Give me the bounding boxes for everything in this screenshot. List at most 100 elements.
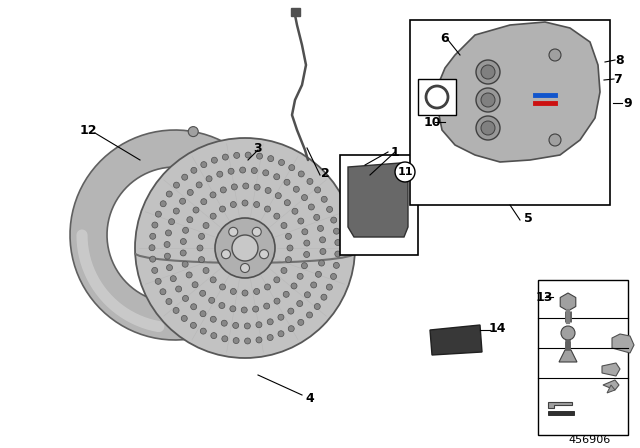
Circle shape [220,187,227,193]
Circle shape [191,167,197,173]
Circle shape [264,206,271,212]
Polygon shape [348,163,408,237]
Circle shape [170,276,176,282]
Circle shape [192,282,198,288]
Circle shape [476,116,500,140]
Circle shape [233,338,239,344]
Circle shape [230,202,236,207]
Circle shape [321,294,327,300]
Circle shape [476,88,500,112]
Circle shape [285,233,291,239]
Circle shape [333,263,339,268]
Circle shape [230,306,236,312]
Circle shape [254,184,260,190]
Circle shape [168,219,175,225]
Polygon shape [70,130,274,340]
Bar [418,79,456,115]
Circle shape [549,49,561,61]
Circle shape [135,138,355,358]
Circle shape [203,267,209,273]
Circle shape [253,202,260,207]
Circle shape [221,250,230,258]
Polygon shape [602,363,620,376]
Circle shape [175,286,182,292]
Circle shape [150,256,156,262]
Circle shape [210,277,216,283]
Polygon shape [430,93,482,123]
Circle shape [231,184,237,190]
Text: 12: 12 [79,124,97,137]
Circle shape [549,134,561,146]
Circle shape [217,171,223,177]
Circle shape [278,314,284,320]
Circle shape [222,154,228,160]
Circle shape [221,320,227,326]
Circle shape [284,179,290,185]
Circle shape [173,182,179,188]
Circle shape [149,245,155,251]
Circle shape [263,170,269,176]
Circle shape [186,272,192,278]
Circle shape [152,222,158,228]
Circle shape [182,174,188,180]
Circle shape [193,207,199,213]
Circle shape [307,178,313,185]
Circle shape [317,225,323,231]
Circle shape [319,237,326,243]
Circle shape [314,304,320,310]
Circle shape [180,250,186,256]
Circle shape [264,284,271,290]
Circle shape [164,241,170,247]
Circle shape [166,298,172,305]
Polygon shape [548,402,572,408]
Circle shape [243,183,249,189]
Text: 11: 11 [397,167,413,177]
Circle shape [201,162,207,168]
Circle shape [206,176,212,182]
Text: 8: 8 [616,53,624,66]
Text: 4: 4 [306,392,314,405]
Circle shape [297,273,303,279]
Circle shape [230,289,236,294]
Text: 7: 7 [614,73,622,86]
Polygon shape [607,385,615,393]
Circle shape [252,227,261,236]
Circle shape [285,257,291,263]
Circle shape [200,328,206,334]
Circle shape [275,193,282,199]
Circle shape [222,336,228,342]
Circle shape [293,186,300,192]
Circle shape [305,292,310,298]
Circle shape [191,304,196,310]
Circle shape [253,306,259,312]
Circle shape [426,86,448,108]
Circle shape [201,198,207,205]
Circle shape [220,206,225,212]
Circle shape [292,208,298,214]
Circle shape [164,253,170,259]
Circle shape [209,297,214,303]
Circle shape [481,121,495,135]
Circle shape [156,211,161,217]
Text: 2: 2 [321,167,330,180]
Bar [548,411,574,415]
Circle shape [242,200,248,206]
Circle shape [241,263,250,272]
Circle shape [301,263,307,269]
Circle shape [160,201,166,207]
Circle shape [232,235,258,261]
Circle shape [210,213,216,219]
Circle shape [291,283,297,289]
Circle shape [314,214,320,220]
Circle shape [211,316,216,322]
Circle shape [203,223,209,228]
Text: 3: 3 [253,142,262,155]
Circle shape [155,278,161,284]
Circle shape [308,204,314,210]
Circle shape [200,290,205,296]
Circle shape [274,174,280,180]
Circle shape [220,284,225,290]
Circle shape [173,307,179,314]
Circle shape [256,322,262,328]
Circle shape [180,198,186,204]
